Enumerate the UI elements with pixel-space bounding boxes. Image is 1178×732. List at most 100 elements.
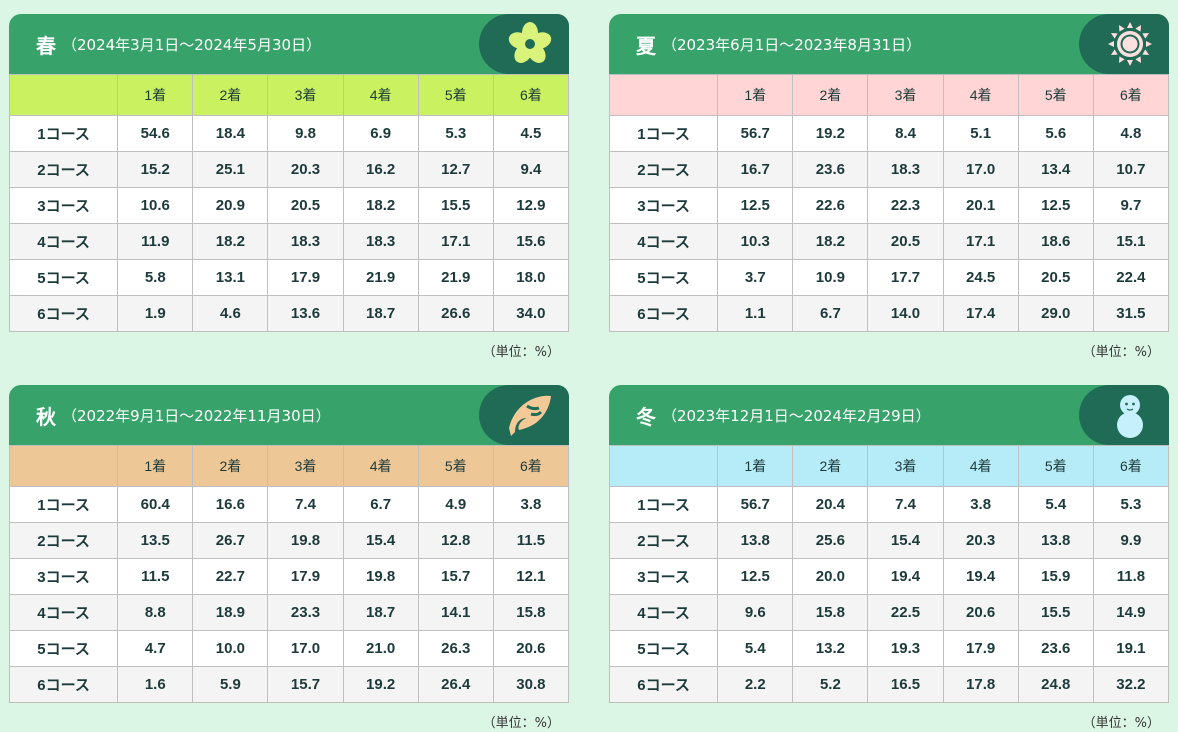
season-header: 秋 （2022年9月1日～2022年11月30日） [9,385,569,445]
value-cell: 5.6 [1017,115,1094,152]
value-cell: 13.1 [192,259,269,296]
row-label: 6コース [8,295,119,332]
value-cell: 18.2 [792,223,869,260]
table-row: 6コース 1.6 5.9 15.7 19.2 26.4 30.8 [8,666,570,703]
value-cell: 5.1 [942,115,1019,152]
value-cell: 17.9 [267,259,344,296]
table-row: 3コース 12.5 20.0 19.4 19.4 15.9 11.8 [608,558,1170,595]
value-cell: 17.7 [867,259,944,296]
column-header: 3着 [867,445,944,487]
value-cell: 1.6 [117,666,194,703]
row-label: 5コース [8,630,119,667]
value-cell: 24.8 [1017,666,1094,703]
sun-icon [1079,14,1169,74]
table-row: 4コース 10.3 18.2 20.5 17.1 18.6 15.1 [608,223,1170,260]
value-cell: 5.8 [117,259,194,296]
value-cell: 20.5 [867,223,944,260]
value-cell: 9.4 [492,151,570,188]
season-panel: 冬（2023年12月1日～2024年2月29日） 1着 2着 3着 4着 5着 6着 1コース… [608,385,1170,731]
value-cell: 6.7 [342,486,419,523]
value-cell: 5.3 [1092,486,1170,523]
value-cell: 22.3 [867,187,944,224]
value-cell: 13.5 [117,522,194,559]
row-label: 6コース [608,295,719,332]
column-header: 2着 [192,74,269,116]
value-cell: 16.2 [342,151,419,188]
value-cell: 18.3 [267,223,344,260]
column-header: 2着 [792,445,869,487]
value-cell: 22.6 [792,187,869,224]
table-header-row: 1着 2着 3着 4着 5着 6着 [608,74,1170,116]
value-cell: 12.1 [492,558,570,595]
row-label: 1コース [608,486,719,523]
table-header-row: 1着 2着 3着 4着 5着 6着 [8,445,570,487]
table-row: 2コース 13.8 25.6 15.4 20.3 13.8 9.9 [608,522,1170,559]
table-header-row: 1着 2着 3着 4着 5着 6着 [608,445,1170,487]
value-cell: 18.2 [192,223,269,260]
season-period: （2023年12月1日～2024年2月29日） [662,406,931,425]
value-cell: 17.1 [417,223,494,260]
table-row: 4コース 8.8 18.9 23.3 18.7 14.1 15.8 [8,594,570,631]
table-row: 5コース 4.7 10.0 17.0 21.0 26.3 20.6 [8,630,570,667]
season-period: （2023年6月1日～2023年8月31日） [662,35,922,54]
unit-label: （単位：%） [482,345,560,360]
value-cell: 13.4 [1017,151,1094,188]
value-cell: 6.9 [342,115,419,152]
value-cell: 20.3 [942,522,1019,559]
row-label: 1コース [608,115,719,152]
value-cell: 14.9 [1092,594,1170,631]
value-cell: 20.5 [267,187,344,224]
value-cell: 3.8 [492,486,570,523]
ranking-table: 1着 2着 3着 4着 5着 6着 1コース 54.6 18.4 9.8 6.9 5.3 4.5 2コース… [8,74,570,332]
table-row: 2コース 15.2 25.1 20.3 16.2 12.7 9.4 [8,151,570,188]
column-header: 1着 [117,74,194,116]
table-row: 5コース 3.7 10.9 17.7 24.5 20.5 22.4 [608,259,1170,296]
table-row: 4コース 9.6 15.8 22.5 20.6 15.5 14.9 [608,594,1170,631]
value-cell: 15.5 [417,187,494,224]
value-cell: 9.7 [1092,187,1170,224]
row-label: 6コース [8,666,119,703]
value-cell: 7.4 [267,486,344,523]
season-period: （2022年9月1日～2022年11月30日） [62,406,331,425]
season-panel: 夏 （2023年6月1日～2023年8月31日） 1着 2着 3着 4着 5着 6着 1コース 5… [608,14,1170,360]
column-header: 6着 [1092,74,1170,116]
value-cell: 19.4 [867,558,944,595]
table-row: 6コース 1.1 6.7 14.0 17.4 29.0 31.5 [608,295,1170,332]
value-cell: 24.5 [942,259,1019,296]
table-row: 1コース 54.6 18.4 9.8 6.9 5.3 4.5 [8,115,570,152]
row-label: 5コース [608,259,719,296]
table-row: 2コース 16.7 23.6 18.3 17.0 13.4 10.7 [608,151,1170,188]
value-cell: 18.6 [1017,223,1094,260]
corner-cell [8,445,119,487]
value-cell: 12.9 [492,187,570,224]
value-cell: 29.0 [1017,295,1094,332]
column-header: 5着 [1017,445,1094,487]
column-header: 4着 [942,445,1019,487]
column-header: 6着 [1092,445,1170,487]
value-cell: 10.3 [717,223,794,260]
table-row: 3コース 12.5 22.6 22.3 20.1 12.5 9.7 [608,187,1170,224]
value-cell: 10.0 [192,630,269,667]
row-label: 4コース [608,594,719,631]
season-name: 夏 [636,33,656,58]
value-cell: 1.1 [717,295,794,332]
value-cell: 15.8 [792,594,869,631]
season-header: 夏 （2023年6月1日～2023年8月31日） [609,14,1169,74]
value-cell: 5.2 [792,666,869,703]
ranking-table: 1着 2着 3着 4着 5着 6着 1コース 56.7 20.4 7.4 3.8 5.4 5.3 2コース… [608,445,1170,703]
value-cell: 9.8 [267,115,344,152]
value-cell: 34.0 [492,295,570,332]
column-header: 4着 [342,445,419,487]
column-header: 5着 [417,74,494,116]
value-cell: 15.7 [267,666,344,703]
column-header: 6着 [492,74,570,116]
value-cell: 30.8 [492,666,570,703]
value-cell: 60.4 [117,486,194,523]
value-cell: 32.2 [1092,666,1170,703]
value-cell: 15.5 [1017,594,1094,631]
value-cell: 22.7 [192,558,269,595]
value-cell: 26.7 [192,522,269,559]
value-cell: 4.6 [192,295,269,332]
value-cell: 17.0 [267,630,344,667]
value-cell: 54.6 [117,115,194,152]
